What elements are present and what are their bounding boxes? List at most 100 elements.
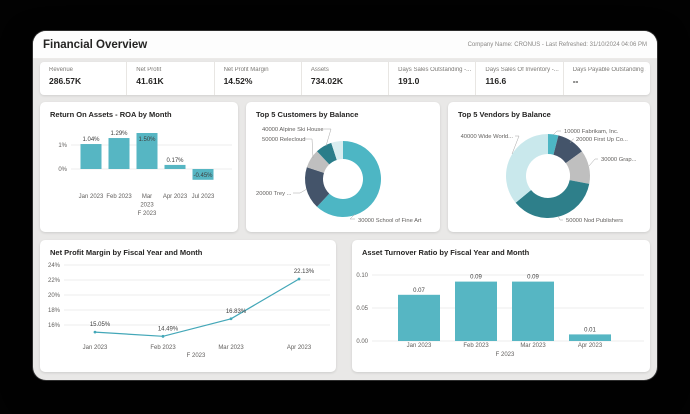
kpi-value: 14.52% (223, 75, 253, 86)
donut-slice[interactable] (305, 167, 330, 207)
axis-label: 0.00 (356, 339, 368, 345)
slice-label: 30000 School of Fine Art (358, 218, 422, 224)
axis-label: Jan 2023 (407, 343, 432, 349)
leader-line (305, 138, 314, 159)
roa-bar-chart[interactable]: 1% 0% 1.04% Jan 2023 1.29% Feb 2023 1.50% Mar 20… (40, 102, 238, 232)
kpi-label: Net Profit Margin (223, 67, 269, 73)
leader-line (552, 130, 561, 136)
axis-label: Jan 2023 (83, 345, 108, 351)
point-value-label: 15.05% (90, 322, 111, 328)
data-point[interactable] (93, 330, 97, 334)
donut-slice[interactable] (316, 142, 337, 165)
axis-label: 18% (48, 308, 61, 314)
axis-label: 1% (58, 143, 67, 149)
kpi-value: 734.02K (310, 75, 343, 86)
chart-title-customers: Top 5 Customers by Balance (256, 110, 359, 119)
kpi-label: Revenue (49, 67, 74, 73)
bar[interactable] (569, 334, 611, 341)
kpi-cell[interactable]: Net Profit 41.61K (126, 62, 213, 95)
company-refresh-info: Company Name: CRONUS - Last Refreshed: 3… (467, 41, 647, 48)
slice-label: 20000 First Up Co... (576, 137, 628, 143)
bar-value-label: 1.29% (110, 131, 128, 137)
axis-label: Feb 2023 (463, 343, 489, 349)
point-value-label: 16.83% (226, 309, 247, 315)
point-value-label: 14.49% (158, 326, 179, 332)
dashboard-header: Financial Overview Company Name: CRONUS … (33, 31, 657, 59)
card-net-profit-margin: Net Profit Margin by Fiscal Year and Mon… (40, 240, 336, 372)
axis-label: Feb 2023 (150, 345, 176, 351)
atr-bar-chart[interactable]: 0.10 0.05 0.00 0.07 Jan 2023 0.09 Feb 2023 0.09… (352, 240, 650, 372)
dashboard: Financial Overview Company Name: CRONUS … (33, 31, 657, 380)
kpi-cell[interactable]: Revenue 286.57K (40, 62, 126, 95)
donut-slice[interactable] (306, 151, 330, 173)
customers-donut-chart[interactable]: 40000 Alpine Ski House 50000 Relecloud 200… (246, 102, 440, 232)
axis-label: 20% (48, 293, 61, 299)
axis-label: 24% (48, 263, 61, 269)
axis-label: Apr 2023 (287, 345, 312, 351)
bar[interactable] (80, 144, 102, 169)
bar[interactable] (512, 281, 554, 341)
vendors-donut-chart[interactable]: 10000 Fabrikam, Inc. 20000 First Up Co...… (448, 102, 650, 232)
kpi-label: Days Sales Of Inventory -... (485, 67, 559, 73)
fiscal-year-label: F 2023 (138, 211, 157, 217)
bar[interactable] (136, 133, 158, 169)
donut-slice[interactable] (565, 151, 590, 184)
bar-value-label: 0.17% (166, 158, 184, 164)
card-top-customers: Top 5 Customers by Balance 40000 Alpine … (246, 102, 440, 232)
kpi-cell[interactable]: Assets 734.02K (300, 62, 388, 95)
data-point[interactable] (161, 334, 165, 338)
slice-label: 20000 Trey ... (256, 191, 292, 197)
card-asset-turnover: Asset Turnover Ratio by Fiscal Year and … (352, 240, 650, 372)
bar[interactable] (398, 294, 440, 341)
data-point[interactable] (297, 277, 301, 281)
kpi-cell[interactable]: Days Sales Outstanding -... 191.0 (388, 62, 475, 95)
bar[interactable] (164, 164, 186, 169)
kpi-label: Days Payable Outstanding ... (572, 67, 646, 73)
slice-label: 40000 Alpine Ski House (262, 127, 324, 133)
kpi-cell[interactable]: Days Sales Of Inventory -... 116.6 (475, 62, 562, 95)
donut-slice[interactable] (515, 180, 590, 218)
kpi-label: Days Sales Outstanding -... (398, 67, 472, 73)
axis-label: Apr 2023 (163, 194, 188, 200)
bar-value-label: 0.01 (584, 327, 596, 333)
donut-slice[interactable] (316, 141, 381, 217)
chart-title-npm: Net Profit Margin by Fiscal Year and Mon… (50, 248, 203, 257)
donut-slice[interactable] (553, 135, 582, 164)
bar-value-label: 0.09 (527, 275, 539, 281)
axis-label: Mar 2023 (218, 345, 244, 351)
leader-line (511, 135, 520, 155)
donut-slice[interactable] (548, 134, 559, 155)
data-point[interactable] (229, 317, 233, 321)
axis-label: 0% (58, 167, 67, 173)
bar[interactable] (455, 281, 497, 341)
donut-slice[interactable] (506, 134, 548, 203)
bar[interactable] (108, 138, 130, 169)
axis-label: 0.05 (356, 306, 368, 312)
leader-line (557, 215, 563, 221)
card-roa: Return On Assets - ROA by Month 1% 0% 1.04… (40, 102, 238, 232)
kpi-value: 41.61K (136, 75, 164, 86)
bar-value-label: 1.04% (82, 137, 100, 143)
donut-slice[interactable] (331, 141, 343, 160)
axis-label: 16% (48, 323, 61, 329)
slice-label: 40000 Wide World... (461, 134, 514, 140)
bar-value-label: -0.45% (193, 173, 213, 179)
kpi-cell[interactable]: Net Profit Margin 14.52% (213, 62, 301, 95)
kpi-value: -- (572, 75, 579, 86)
axis-label: Mar 2023 (520, 343, 546, 349)
kpi-value: 191.0 (398, 75, 420, 86)
chart-title-roa: Return On Assets - ROA by Month (50, 110, 172, 119)
axis-label: Mar (142, 194, 152, 200)
trend-line[interactable] (94, 278, 300, 337)
npm-line-chart[interactable]: 24% 22% 20% 18% 16% 15.05% Jan 2023 14.49% Feb 2… (40, 240, 336, 372)
bar-value-label: 1.50% (138, 137, 156, 143)
bar[interactable] (192, 169, 214, 180)
kpi-value: 286.57K (49, 75, 82, 86)
slice-label: 50000 Nod Publishers (566, 218, 623, 224)
kpi-cell[interactable]: Days Payable Outstanding ... -- (562, 62, 650, 95)
page-title: Financial Overview (43, 38, 148, 51)
kpi-label: Assets (310, 67, 329, 73)
fiscal-year-label: F 2023 (496, 352, 515, 358)
slice-label: 50000 Relecloud (262, 137, 306, 143)
slice-label: 10000 Fabrikam, Inc. (564, 129, 619, 135)
